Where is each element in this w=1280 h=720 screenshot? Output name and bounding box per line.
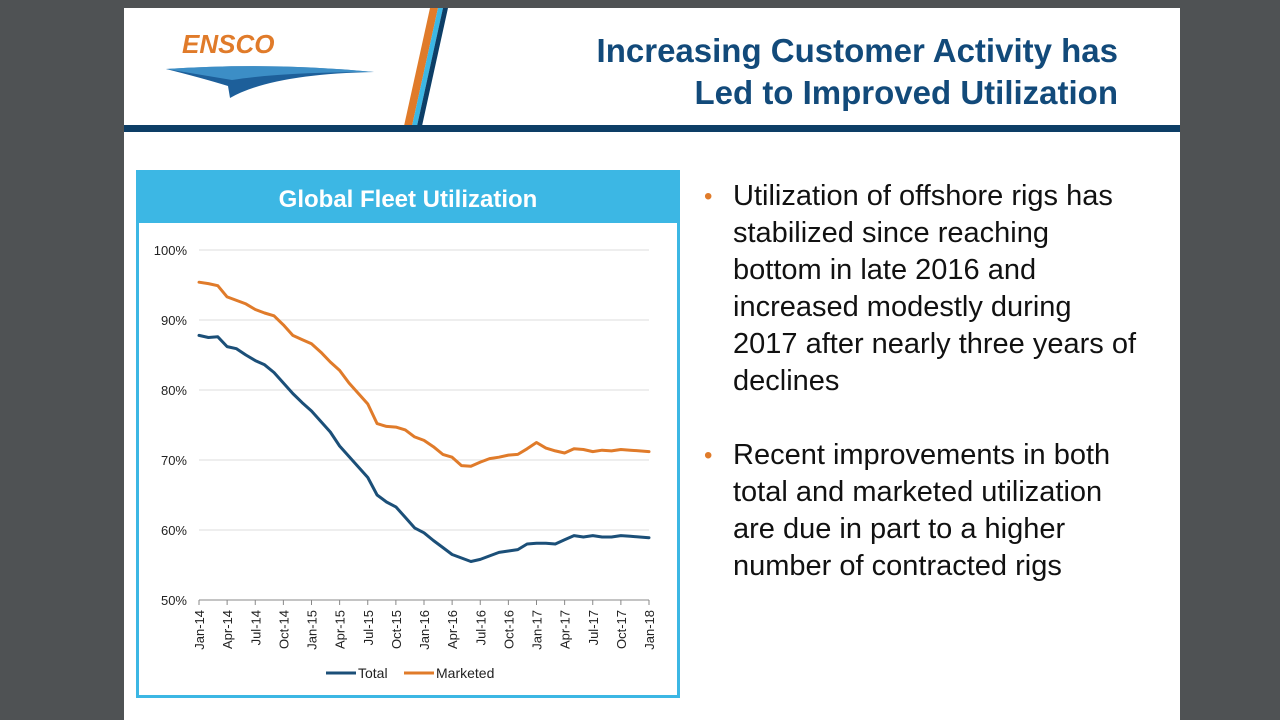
x-tick-label: Oct-17 bbox=[614, 610, 629, 649]
logo-wing-highlight-icon bbox=[166, 66, 374, 80]
y-tick-label: 100% bbox=[154, 243, 188, 258]
x-tick-label: Oct-15 bbox=[389, 610, 404, 649]
x-tick-label: Jul-14 bbox=[248, 610, 263, 645]
bullet-item: Recent improvements in both total and ma… bbox=[704, 437, 1144, 585]
bullet-item: Utilization of offshore rigs has stabili… bbox=[704, 178, 1144, 400]
chart-title: Global Fleet Utilization bbox=[139, 173, 677, 223]
x-tick-label: Jan-16 bbox=[417, 610, 432, 650]
series-line-marketed bbox=[197, 280, 651, 468]
x-tick-label: Jan-15 bbox=[305, 610, 320, 650]
x-tick-label: Jul-17 bbox=[586, 610, 601, 645]
x-tick-label: Apr-15 bbox=[333, 610, 348, 649]
y-tick-label: 80% bbox=[161, 383, 187, 398]
x-tick-label: Apr-17 bbox=[558, 610, 573, 649]
legend-label-total: Total bbox=[358, 665, 388, 681]
x-tick-label: Jul-16 bbox=[473, 610, 488, 645]
header-stripes bbox=[404, 8, 448, 126]
x-tick-label: Jan-17 bbox=[530, 610, 545, 650]
y-tick-label: 50% bbox=[161, 593, 187, 608]
y-tick-label: 60% bbox=[161, 523, 187, 538]
x-tick-label: Oct-14 bbox=[276, 610, 291, 649]
logo-text: ENSCO bbox=[182, 29, 274, 59]
slide-title-line-1: Increasing Customer Activity has bbox=[596, 32, 1118, 69]
slide: ENSCO Increasing Customer Activity has L… bbox=[124, 8, 1180, 720]
series-line-total bbox=[197, 333, 651, 563]
chart-panel: Global Fleet Utilization 50% 60% 70% 80% 90%… bbox=[136, 170, 680, 698]
x-tick-label: Apr-16 bbox=[445, 610, 460, 649]
y-tick-label: 90% bbox=[161, 313, 187, 328]
x-tick-label: Apr-14 bbox=[220, 610, 235, 649]
header-divider bbox=[124, 125, 1180, 132]
bullet-list: Utilization of offshore rigs has stabili… bbox=[704, 178, 1144, 585]
line-chart: 50% 60% 70% 80% 90% 100% Jan-14 Apr-14 Jul-14 Oct… bbox=[154, 243, 657, 681]
x-tick-label: Oct-16 bbox=[501, 610, 516, 649]
slide-title-line-2: Led to Improved Utilization bbox=[694, 74, 1118, 111]
legend-label-marketed: Marketed bbox=[436, 665, 494, 681]
x-tick-label: Jul-15 bbox=[361, 610, 376, 645]
y-tick-label: 70% bbox=[161, 453, 187, 468]
x-tick-label: Jan-18 bbox=[642, 610, 657, 650]
slide-title: Increasing Customer Activity has Led to … bbox=[597, 30, 1118, 114]
ensco-logo: ENSCO bbox=[166, 29, 374, 98]
x-tick-label: Jan-14 bbox=[192, 610, 207, 650]
